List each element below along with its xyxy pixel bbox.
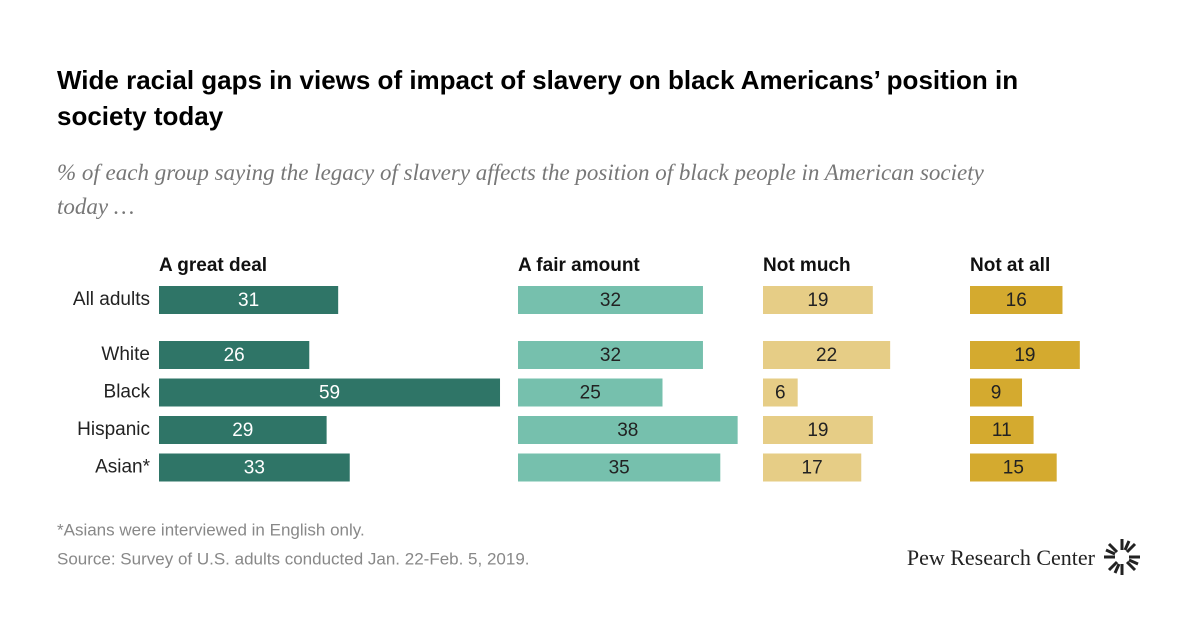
value-label: 19 [1014, 345, 1035, 366]
bar [970, 416, 1034, 444]
category-label: White [101, 344, 150, 365]
bar [159, 378, 501, 407]
source: Source: Survey of U.S. adults conducted … [57, 549, 530, 568]
bar [763, 416, 873, 444]
value-label: 26 [224, 345, 245, 366]
bar [159, 286, 339, 314]
bar [970, 453, 1057, 482]
value-label: 17 [802, 458, 823, 479]
value-label: 32 [600, 345, 621, 366]
value-label: 59 [319, 383, 340, 404]
value-label: 15 [1003, 458, 1024, 479]
series-header: Not much [763, 255, 851, 276]
logo-icon [1104, 539, 1140, 575]
value-label: 33 [244, 458, 265, 479]
category-label: Black [104, 382, 151, 403]
value-label: 29 [232, 420, 253, 441]
bar [518, 341, 703, 369]
logo-text: Pew Research Center [907, 545, 1096, 570]
value-label: 19 [807, 290, 828, 311]
value-label: 38 [617, 420, 638, 441]
value-label: 25 [580, 383, 601, 404]
bar [518, 453, 721, 482]
bar [159, 341, 310, 369]
value-label: 35 [609, 458, 630, 479]
bar [970, 341, 1080, 369]
value-label: 6 [775, 383, 786, 404]
value-label: 32 [600, 290, 621, 311]
bar [970, 286, 1063, 314]
footnote: *Asians were interviewed in English only… [57, 520, 365, 539]
value-label: 16 [1006, 290, 1027, 311]
bar [518, 378, 663, 407]
bar [159, 416, 327, 444]
chart-subtitle: % of each group saying the legacy of sla… [57, 160, 985, 219]
series-header: A great deal [159, 255, 267, 276]
bar [970, 378, 1023, 407]
bar [763, 378, 798, 407]
bar [159, 453, 350, 482]
category-label: All adults [73, 289, 150, 310]
value-label: 11 [992, 420, 1012, 441]
bar [518, 286, 703, 314]
value-label: 19 [807, 420, 828, 441]
category-label: Hispanic [77, 419, 150, 440]
value-label: 9 [991, 383, 1002, 404]
chart-title: Wide racial gaps in views of impact of s… [57, 65, 1018, 131]
category-label: Asian* [95, 457, 151, 478]
series-header: A fair amount [518, 255, 640, 276]
bar [763, 286, 873, 314]
bar [763, 341, 891, 369]
value-label: 31 [238, 290, 259, 311]
value-label: 22 [816, 345, 837, 366]
series-header: Not at all [970, 255, 1050, 276]
bar [763, 453, 862, 482]
bar [518, 416, 738, 444]
